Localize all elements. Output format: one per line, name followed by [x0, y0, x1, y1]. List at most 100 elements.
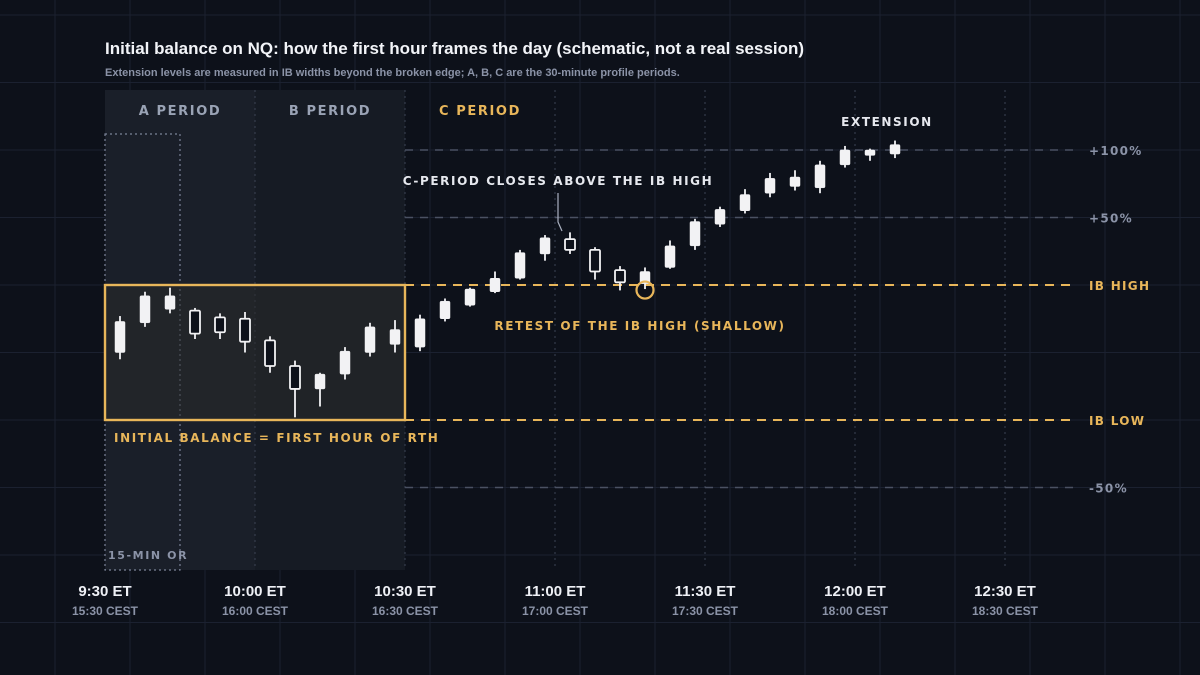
level-label: -50%: [1089, 482, 1128, 496]
candle-body: [239, 317, 251, 343]
period-label: C PERIOD: [439, 104, 521, 119]
candle: [789, 170, 801, 191]
candle-body: [839, 149, 851, 166]
x-tick-et: 11:30 ET: [675, 583, 736, 600]
candle-body: [139, 295, 151, 324]
candle: [514, 249, 526, 280]
candle: [289, 360, 301, 418]
candle-body: [539, 237, 551, 255]
x-tick-et: 10:30 ET: [374, 583, 436, 600]
annotation-extension: EXTENSION: [841, 115, 933, 129]
candle: [839, 145, 851, 168]
level-label: IB LOW: [1089, 414, 1145, 428]
initial-balance: INITIAL BALANCE = FIRST HOUR OF RTH: [103, 283, 439, 445]
candle: [414, 314, 426, 352]
x-tick-et: 9:30 ET: [78, 583, 131, 600]
candle-body: [289, 365, 301, 390]
candle-body: [364, 326, 376, 353]
candle-body: [489, 278, 501, 292]
candle-body: [464, 288, 476, 306]
candle: [264, 336, 276, 373]
x-tick-et: 10:00 ET: [224, 583, 286, 600]
candle-body: [614, 269, 626, 284]
candle: [814, 160, 826, 194]
candles: [114, 140, 901, 418]
candle: [339, 347, 351, 380]
annotation-leader: [557, 193, 563, 232]
ib-box-label: INITIAL BALANCE = FIRST HOUR OF RTH: [114, 431, 439, 445]
candle-body: [264, 339, 276, 367]
x-tick-cest: 17:30 CEST: [672, 604, 739, 618]
candle: [614, 266, 626, 291]
x-tick-cest: 16:30 CEST: [372, 604, 439, 618]
candle: [889, 140, 901, 159]
candle: [539, 235, 551, 261]
candle-body: [389, 329, 401, 345]
candle-body: [514, 252, 526, 279]
candle-body: [564, 238, 576, 251]
x-tick-et: 12:00 ET: [824, 583, 886, 600]
candle: [139, 291, 151, 327]
candle: [214, 313, 226, 339]
candle-body: [864, 149, 876, 156]
candle: [439, 298, 451, 322]
candle-body: [639, 271, 651, 284]
candle-body: [689, 221, 701, 247]
candle: [464, 287, 476, 307]
x-tick-cest: 18:00 CEST: [822, 604, 889, 618]
x-tick-et: 12:30 ET: [974, 583, 1036, 600]
candle-body: [789, 176, 801, 187]
candle: [864, 148, 876, 161]
level-label: IB HIGH: [1089, 279, 1150, 293]
level-label: +100%: [1089, 144, 1143, 158]
candle-body: [314, 373, 326, 390]
candle-body: [414, 318, 426, 348]
candle: [689, 218, 701, 250]
candle-body: [814, 164, 826, 189]
candle-body: [589, 248, 601, 273]
x-tick-cest: 17:00 CEST: [522, 604, 589, 618]
candle: [664, 240, 676, 269]
chart-title: Initial balance on NQ: how the first hou…: [105, 39, 804, 58]
x-tick-cest: 18:30 CEST: [972, 604, 1039, 618]
level-label: +50%: [1089, 212, 1133, 226]
candle-body: [889, 144, 901, 155]
candle: [489, 271, 501, 294]
candle-body: [764, 178, 776, 194]
candle: [589, 247, 601, 280]
candle-body: [214, 316, 226, 334]
candle-body: [664, 245, 676, 268]
candle: [564, 232, 576, 254]
x-axis: 9:30 ET 15:30 CEST 10:00 ET 16:00 CEST 10:30…: [72, 583, 1039, 618]
candle: [639, 267, 651, 290]
annotations: C-PERIOD CLOSES ABOVE THE IB HIGH RETEST …: [403, 115, 933, 333]
x-tick-cest: 16:00 CEST: [222, 604, 289, 618]
candle: [114, 316, 126, 360]
candle-body: [114, 321, 126, 353]
candle: [764, 172, 776, 198]
period-label: B PERIOD: [289, 104, 371, 119]
candle-body: [714, 209, 726, 225]
candle: [714, 206, 726, 227]
ib-box: [103, 283, 407, 422]
candle-body: [339, 350, 351, 375]
annotation-c-period-close: C-PERIOD CLOSES ABOVE THE IB HIGH: [403, 174, 714, 188]
chart-subtitle: Extension levels are measured in IB widt…: [105, 67, 680, 79]
candle: [239, 312, 251, 353]
candle: [314, 372, 326, 407]
candle: [164, 287, 176, 314]
opening-range-label: 15-MIN OR: [108, 549, 188, 562]
candle: [189, 307, 201, 339]
candle-body: [164, 295, 176, 310]
candle-body: [739, 194, 751, 212]
candle: [389, 320, 401, 353]
candle: [739, 189, 751, 214]
candle-body: [439, 300, 451, 320]
x-tick-cest: 15:30 CEST: [72, 604, 139, 618]
annotation-retest: RETEST OF THE IB HIGH (SHALLOW): [494, 319, 785, 333]
retest-marker: [635, 280, 655, 300]
period-label: A PERIOD: [139, 104, 222, 119]
extension-levels: +100% +50% IB HIGH IB LOW -50%: [405, 144, 1150, 496]
